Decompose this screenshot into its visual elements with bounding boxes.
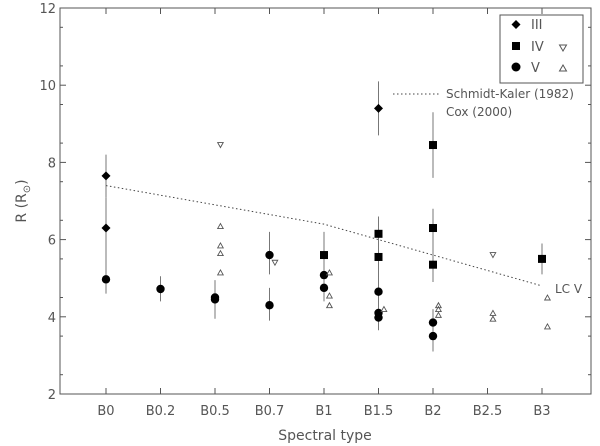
point-iv-square — [374, 229, 383, 238]
x-tick-label: B0.7 — [255, 404, 285, 419]
point-iv-square — [429, 260, 437, 269]
point-v-triangle-up — [543, 323, 552, 330]
point-v-triangle-up — [325, 292, 334, 299]
x-tick-label: B1.5 — [364, 404, 394, 419]
legend-circle-icon — [511, 62, 521, 72]
x-axis-title: Spectral type — [278, 428, 372, 444]
axis-ticks: 2 4 6 8 10 12 B0 B0.2 B0.5 B0.7 B1 B1.5 B2 B2.5 B3 — [39, 2, 591, 419]
point-v-triangle-up — [434, 301, 443, 309]
plot-frame — [59, 7, 592, 395]
point-v-triangle-up — [489, 309, 497, 316]
point-iii-diamond — [101, 223, 111, 233]
point-v-circle — [374, 313, 383, 322]
point-iv-square — [374, 252, 383, 261]
point-v-triangle-up — [216, 222, 225, 230]
point-iii-diamond — [374, 103, 383, 113]
y-tick-label: 12 — [39, 2, 56, 17]
x-tick-label: B3 — [533, 404, 550, 419]
point-v-circle — [319, 283, 329, 293]
point-iv-triangle-down — [489, 252, 497, 259]
schmidt-kaler-label: Schmidt-Kaler (1982) — [446, 87, 574, 101]
legend: III IV V — [499, 14, 584, 84]
point-v-triangle-up — [489, 315, 497, 322]
legend-triangle-up-icon — [558, 64, 568, 72]
point-v-triangle-up — [216, 241, 225, 249]
legend-triangle-down-icon — [558, 44, 568, 52]
schmidt-kaler-line — [105, 185, 543, 287]
point-iv-square — [538, 254, 546, 263]
y-axis-title: R (R⊙) — [14, 179, 33, 222]
point-v-circle — [265, 250, 274, 260]
point-v-triangle-up — [216, 268, 225, 276]
point-iv-square — [429, 224, 437, 233]
y-tick-label: 10 — [39, 79, 56, 94]
point-iv-square — [320, 251, 328, 260]
point-v-triangle-up — [216, 249, 225, 257]
legend-label-v: V — [531, 61, 540, 76]
point-v-triangle-up — [380, 305, 388, 313]
point-v-circle — [156, 284, 165, 294]
y-axis-title-sub: ⊙ — [22, 185, 33, 193]
x-tick-label: B2 — [424, 404, 441, 419]
cox-label: Cox (2000) — [446, 105, 512, 119]
legend-square-icon — [512, 42, 520, 50]
point-iv-square — [429, 141, 437, 150]
y-tick-label: 8 — [48, 156, 56, 171]
point-v-circle — [428, 318, 438, 327]
legend-label-iii: III — [531, 18, 543, 33]
point-v-circle — [210, 295, 220, 304]
error-bars — [105, 81, 543, 352]
y-tick-label: 6 — [48, 234, 56, 249]
y-tick-label: 4 — [48, 311, 56, 326]
x-tick-label: B0.5 — [200, 404, 230, 419]
point-iv-triangle-down — [216, 142, 225, 149]
point-v-circle — [428, 331, 438, 341]
point-v-circle — [265, 301, 274, 310]
point-v-circle — [374, 287, 383, 296]
point-v-triangle-up — [325, 301, 334, 309]
lc-v-label: LC V — [555, 282, 583, 296]
y-tick-label: 2 — [48, 388, 56, 403]
x-tick-label: B2.5 — [473, 404, 503, 419]
y-axis-title-close: ) — [14, 179, 30, 184]
x-tick-label: B0 — [97, 404, 114, 419]
point-v-triangle-up — [434, 311, 443, 318]
y-axis-title-main: R (R — [14, 193, 30, 223]
legend-diamond-icon — [511, 20, 521, 29]
point-v-triangle-up — [325, 268, 334, 276]
legend-label-iv: IV — [531, 40, 544, 55]
point-v-circle — [319, 270, 329, 280]
point-v-circle — [101, 275, 111, 284]
point-iii-diamond — [101, 171, 111, 181]
x-tick-label: B1 — [315, 404, 332, 419]
point-iv-triangle-down — [271, 259, 279, 267]
data-markers — [101, 103, 552, 341]
x-tick-label: B0.2 — [146, 404, 176, 419]
point-v-triangle-up — [543, 294, 552, 301]
